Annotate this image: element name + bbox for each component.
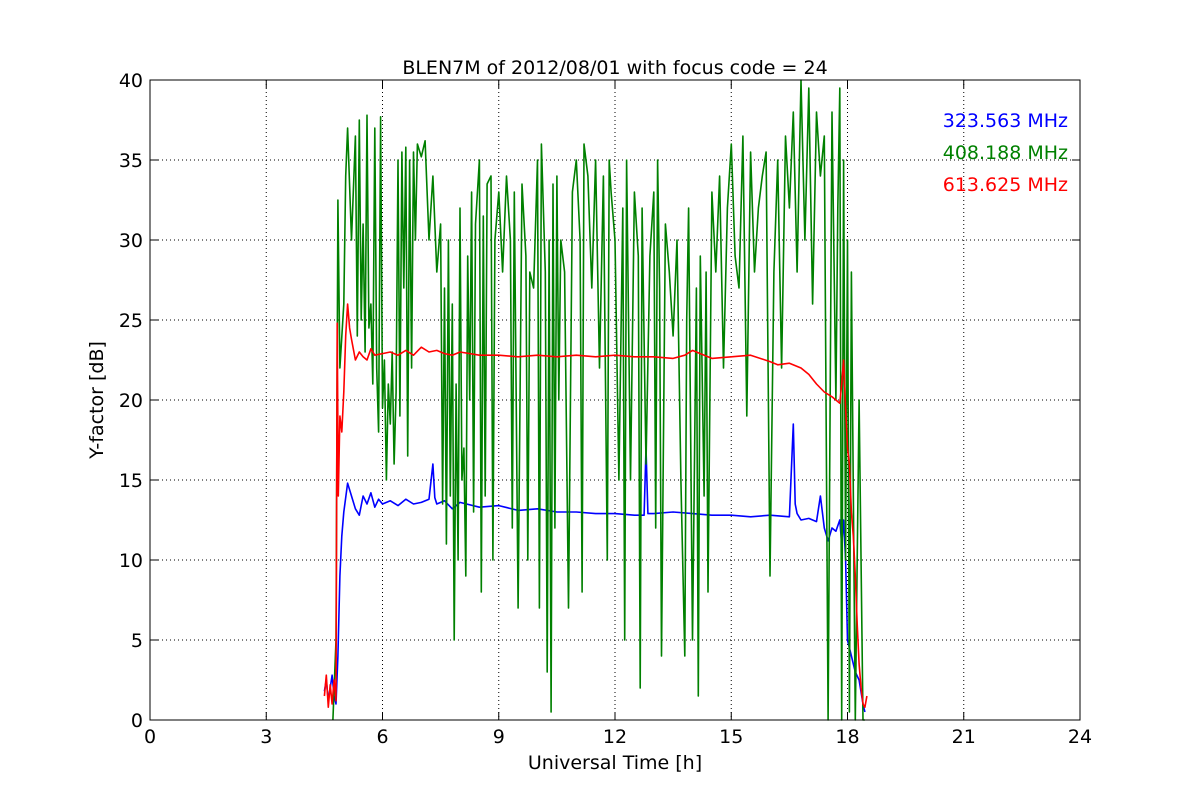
legend-entry-2: 408.188 MHz xyxy=(943,142,1068,164)
legend-entry-3: 613.625 MHz xyxy=(943,174,1068,196)
series-line-2 xyxy=(332,79,865,721)
y-tick-label: 35 xyxy=(119,150,143,172)
series-layer xyxy=(323,79,868,721)
y-tick-label: 0 xyxy=(131,710,143,732)
y-tick-label: 5 xyxy=(131,630,143,652)
y-tick-label: 15 xyxy=(119,470,143,492)
x-tick-label: 6 xyxy=(376,726,388,748)
y-tick-label: 20 xyxy=(119,390,143,412)
x-axis-label: Universal Time [h] xyxy=(528,752,702,774)
grid-layer xyxy=(150,80,1080,720)
x-tick-label: 9 xyxy=(493,726,505,748)
x-tick-label: 21 xyxy=(952,726,976,748)
y-tick-label: 25 xyxy=(119,310,143,332)
legend-entry-1: 323.563 MHz xyxy=(943,110,1068,132)
x-tick-label: 0 xyxy=(144,726,156,748)
legend: 323.563 MHz 408.188 MHz 613.625 MHz xyxy=(943,110,1068,196)
series-line-3 xyxy=(323,303,868,709)
chart-title: BLEN7M of 2012/08/01 with focus code = 2… xyxy=(402,57,827,79)
x-tick-label: 24 xyxy=(1068,726,1092,748)
x-tick-label: 18 xyxy=(835,726,859,748)
x-tick-label: 12 xyxy=(603,726,627,748)
y-axis-label: Y-factor [dB] xyxy=(86,341,108,460)
x-tick-label: 3 xyxy=(260,726,272,748)
y-tick-label: 10 xyxy=(119,550,143,572)
tick-layer: 0 3 6 9 12 15 18 21 24 0 5 10 15 20 25 30 35 40 xyxy=(119,70,1092,748)
y-tick-label: 30 xyxy=(119,230,143,252)
x-tick-label: 15 xyxy=(719,726,743,748)
y-tick-label: 40 xyxy=(119,70,143,92)
